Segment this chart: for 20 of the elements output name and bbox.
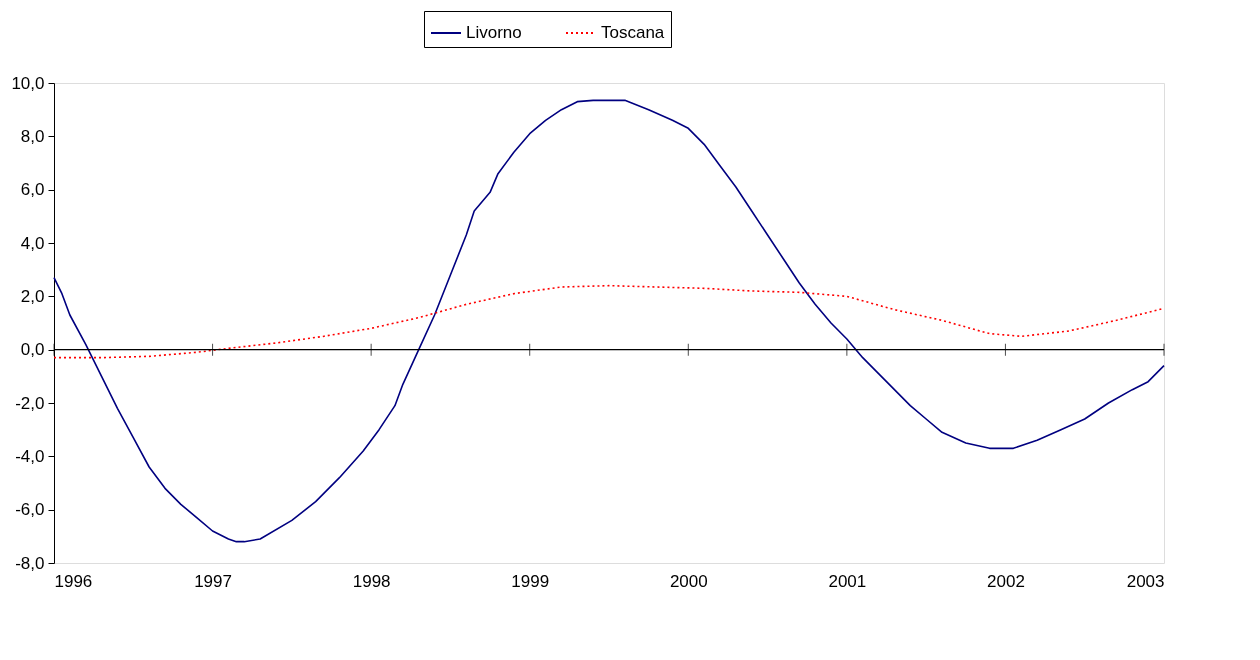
y-tick-label: 4,0 <box>20 233 45 253</box>
y-tick-label: 6,0 <box>20 180 45 200</box>
y-tick-label: 10,0 <box>11 73 45 93</box>
x-tick-label: 1999 <box>511 571 550 591</box>
x-tick-label: 2001 <box>828 571 867 591</box>
x-tick-label: 2000 <box>669 571 708 591</box>
legend-label: Livorno <box>466 23 522 42</box>
y-tick-label: -6,0 <box>15 500 45 520</box>
x-tick-label: 1998 <box>352 571 391 591</box>
y-tick-label: -2,0 <box>15 393 45 413</box>
y-tick-label: -4,0 <box>15 446 45 466</box>
x-tick-label: 2003 <box>1126 571 1165 591</box>
y-tick-label: -8,0 <box>15 553 45 573</box>
y-tick-label: 2,0 <box>20 286 45 306</box>
x-tick-label: 1996 <box>54 571 93 591</box>
y-tick-label: 8,0 <box>20 126 45 146</box>
y-tick-label: 0,0 <box>20 340 45 360</box>
legend-label: Toscana <box>601 23 665 42</box>
x-tick-label: 1997 <box>194 571 232 591</box>
x-tick-label: 2002 <box>987 571 1025 591</box>
